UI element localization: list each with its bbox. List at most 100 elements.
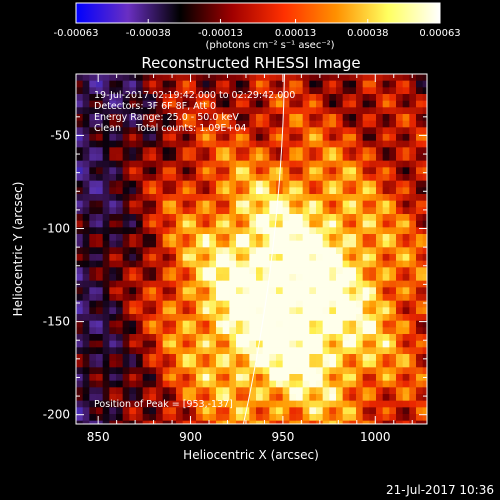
heatmap-cell [122,254,130,262]
heatmap-cell [169,227,177,235]
heatmap-cell [156,307,164,315]
heatmap-cell [142,334,150,342]
heatmap-cell [136,114,144,122]
heatmap-cell [189,174,197,182]
heatmap-cell [129,280,137,288]
heatmap-cell [429,254,436,261]
heatmap-cell [409,200,417,208]
heatmap-cell [242,120,250,128]
heatmap-cell [342,260,350,268]
heatmap-cell [202,314,210,322]
heatmap-cell [196,340,204,348]
heatmap-cell [242,380,250,388]
heatmap-cell [76,160,84,168]
heatmap-cell [156,220,164,228]
heatmap-cell [329,274,337,282]
heatmap-cell [116,254,124,262]
heatmap-cell [262,207,270,215]
heatmap-cell [389,320,397,328]
heatmap-cell [182,147,190,155]
heatmap-cell [316,120,324,128]
heatmap-cell [136,120,144,128]
heatmap-cell [289,267,297,275]
heatmap-cell [389,327,397,335]
heatmap-cell [142,260,150,268]
heatmap-cell [102,327,110,335]
colorbar-unit-label: (photons cm⁻² s⁻¹ asec⁻²) [205,40,334,51]
heatmap-cell [336,280,344,288]
heatmap-cell [142,400,150,408]
heatmap-cell [236,167,244,175]
heatmap-cell [89,80,97,88]
heatmap-cell [82,267,90,275]
heatmap-cell [302,134,310,142]
heatmap-cell [209,214,217,222]
heatmap-cell [182,94,190,102]
heatmap-cell [416,360,424,368]
heatmap-cell [96,194,104,202]
heatmap-cell [356,207,364,215]
heatmap-cell [422,194,427,202]
heatmap-cell [116,374,124,382]
heatmap-cell [249,414,257,422]
heatmap-cell [429,207,436,214]
heatmap-cell [276,160,284,168]
heatmap-cell [356,360,364,368]
heatmap-cell [129,380,137,388]
heatmap-cell [216,74,224,82]
heatmap-cell [409,220,417,228]
heatmap-cell [382,174,390,182]
heatmap-cell [349,427,356,434]
heatmap-cell [162,360,170,368]
heatmap-cell [289,134,297,142]
heatmap-cell [129,367,137,375]
heatmap-cell [209,314,217,322]
heatmap-cell [396,200,404,208]
heatmap-cell [189,374,197,382]
heatmap-cell [342,360,350,368]
heatmap-cell [202,240,210,248]
heatmap-cell [129,154,137,162]
heatmap-cell [402,387,410,395]
heatmap-cell [342,194,350,202]
heatmap-cell [369,314,377,322]
heatmap-cell [302,120,310,128]
heatmap-cell [89,107,97,115]
heatmap-cell [169,307,177,315]
heatmap-cell [216,107,224,115]
heatmap-cell [342,407,350,415]
heatmap-cell [96,87,104,95]
heatmap-cell [136,420,144,424]
heatmap-cell [402,100,410,108]
heatmap-cell [349,140,357,148]
heatmap-cell [269,287,277,295]
heatmap-cell [196,80,204,88]
heatmap-cell [196,234,204,242]
heatmap-cell [309,87,317,95]
heatmap-cell [142,94,150,102]
heatmap-cell [102,154,110,162]
heatmap-cell [396,207,404,215]
heatmap-cell [256,74,264,82]
heatmap-cell [309,394,317,402]
heatmap-cell [402,94,410,102]
heatmap-cell [142,274,150,282]
heatmap-cell [422,220,427,228]
heatmap-cell [136,320,144,328]
heatmap-cell [182,200,190,208]
heatmap-cell [129,227,137,235]
heatmap-cell [129,174,137,182]
heatmap-cell [429,234,436,241]
heatmap-cell [229,294,237,302]
heatmap-cell [289,87,297,95]
heatmap-cell [96,80,104,88]
heatmap-cell [396,80,404,88]
heatmap-cell [309,387,317,395]
heatmap-cell [402,160,410,168]
heatmap-cell [82,140,90,148]
heatmap-cell [89,240,97,248]
heatmap-cell [302,360,310,368]
heatmap-cell [142,114,150,122]
heatmap-cell [182,234,190,242]
heatmap-cell [176,107,184,115]
